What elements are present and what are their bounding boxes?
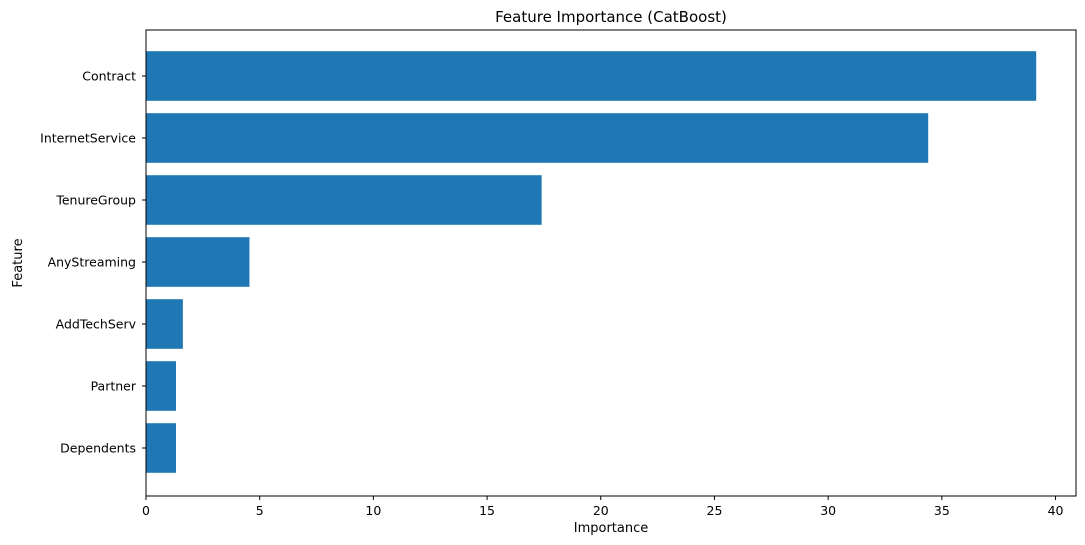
bars-group <box>146 51 1037 473</box>
y-tick-label-partner: Partner <box>91 379 137 394</box>
x-tick-label-5: 5 <box>256 503 264 518</box>
y-ticks-group: Contract InternetService TenureGroup AnyStr… <box>40 69 146 456</box>
y-tick-label-contract: Contract <box>82 69 136 84</box>
bar-internetservice <box>146 113 929 163</box>
y-tick-label-dependents: Dependents <box>60 441 136 456</box>
bar-partner <box>146 361 177 411</box>
y-tick-label-addtechserv: AddTechServ <box>56 317 137 332</box>
chart-title: Feature Importance (CatBoost) <box>495 8 727 26</box>
bar-contract <box>146 51 1037 101</box>
bar-anystreaming <box>146 237 250 287</box>
x-axis-label: Importance <box>574 521 649 536</box>
x-tick-label-15: 15 <box>479 503 495 518</box>
y-tick-label-anystreaming: AnyStreaming <box>48 255 136 270</box>
y-axis-label: Feature <box>11 238 26 287</box>
bar-dependents <box>146 423 177 473</box>
x-ticks-group: 0 5 10 15 20 25 30 35 40 <box>142 496 1064 518</box>
x-tick-label-25: 25 <box>707 503 723 518</box>
bar-tenuregroup <box>146 175 542 225</box>
plot-frame <box>145 29 1077 497</box>
x-tick-label-40: 40 <box>1048 503 1064 518</box>
x-tick-label-35: 35 <box>934 503 950 518</box>
x-tick-label-0: 0 <box>142 503 150 518</box>
x-tick-label-10: 10 <box>365 503 381 518</box>
y-tick-label-tenuregroup: TenureGroup <box>55 193 136 208</box>
x-tick-label-20: 20 <box>593 503 609 518</box>
x-tick-label-30: 30 <box>820 503 836 518</box>
y-tick-label-internetservice: InternetService <box>40 131 136 146</box>
bar-addtechserv <box>146 299 183 349</box>
